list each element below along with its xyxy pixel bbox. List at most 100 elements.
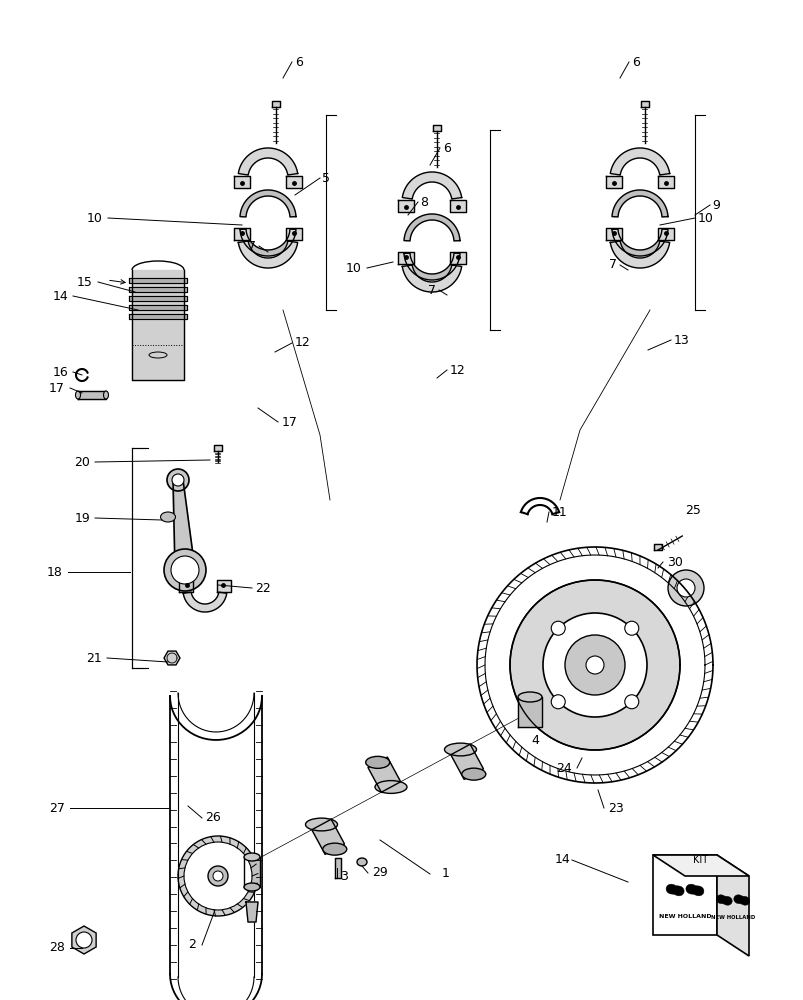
Polygon shape <box>271 101 279 107</box>
Text: KIT: KIT <box>692 855 707 865</box>
Text: 5: 5 <box>321 172 329 185</box>
Polygon shape <box>715 895 732 905</box>
Text: 7: 7 <box>247 239 255 252</box>
Text: 7: 7 <box>427 284 435 296</box>
Polygon shape <box>214 445 222 451</box>
Polygon shape <box>716 855 748 956</box>
Polygon shape <box>128 287 187 292</box>
Text: 29: 29 <box>372 866 387 880</box>
Polygon shape <box>611 229 667 256</box>
Polygon shape <box>397 200 414 212</box>
Ellipse shape <box>164 549 206 591</box>
Ellipse shape <box>172 474 184 486</box>
Ellipse shape <box>167 469 189 491</box>
Polygon shape <box>397 252 414 264</box>
Text: 3: 3 <box>340 870 348 884</box>
Text: 30: 30 <box>666 556 682 568</box>
Ellipse shape <box>75 391 80 399</box>
Circle shape <box>208 866 228 886</box>
Circle shape <box>624 621 638 635</box>
Circle shape <box>667 570 703 606</box>
Polygon shape <box>128 305 187 310</box>
Polygon shape <box>609 241 669 268</box>
Ellipse shape <box>565 635 624 695</box>
Polygon shape <box>657 176 673 188</box>
Text: 10: 10 <box>87 212 103 225</box>
Ellipse shape <box>461 768 485 780</box>
Polygon shape <box>605 176 622 188</box>
Polygon shape <box>286 176 302 188</box>
Polygon shape <box>234 176 250 188</box>
Ellipse shape <box>322 843 346 855</box>
Ellipse shape <box>365 756 389 768</box>
Polygon shape <box>78 391 106 399</box>
Polygon shape <box>517 697 541 727</box>
Text: 21: 21 <box>86 652 102 664</box>
Ellipse shape <box>444 743 476 756</box>
Text: 12: 12 <box>295 336 311 350</box>
Polygon shape <box>609 148 669 175</box>
Circle shape <box>624 695 638 709</box>
Text: 2: 2 <box>188 938 196 951</box>
Ellipse shape <box>104 391 108 399</box>
Text: 6: 6 <box>631 56 639 69</box>
Ellipse shape <box>161 512 175 522</box>
Text: 12: 12 <box>450 363 465 376</box>
Polygon shape <box>128 314 187 319</box>
Text: NEW HOLLAND: NEW HOLLAND <box>710 915 754 920</box>
Text: 18: 18 <box>47 566 63 578</box>
Polygon shape <box>402 265 461 292</box>
Ellipse shape <box>243 883 259 891</box>
Text: 24: 24 <box>556 762 571 774</box>
Text: 7: 7 <box>608 258 616 271</box>
Polygon shape <box>652 855 716 935</box>
Polygon shape <box>238 241 297 268</box>
Polygon shape <box>404 253 459 280</box>
Circle shape <box>177 836 258 916</box>
Circle shape <box>551 695 565 709</box>
Text: 22: 22 <box>255 582 271 594</box>
Ellipse shape <box>305 818 337 831</box>
Circle shape <box>213 871 222 881</box>
Polygon shape <box>733 895 749 905</box>
Polygon shape <box>173 480 194 571</box>
Polygon shape <box>286 228 302 240</box>
Polygon shape <box>605 228 622 240</box>
Text: 13: 13 <box>673 334 689 347</box>
Text: 19: 19 <box>74 512 90 524</box>
Polygon shape <box>234 228 250 240</box>
Text: 28: 28 <box>49 941 65 954</box>
Polygon shape <box>132 270 184 380</box>
Polygon shape <box>640 101 648 107</box>
Polygon shape <box>657 228 673 240</box>
Circle shape <box>551 621 565 635</box>
Ellipse shape <box>243 853 259 861</box>
Text: 6: 6 <box>295 56 303 69</box>
Polygon shape <box>246 902 258 922</box>
Polygon shape <box>128 278 187 283</box>
Polygon shape <box>368 757 400 792</box>
Polygon shape <box>611 190 667 217</box>
Text: 11: 11 <box>552 506 567 518</box>
Text: 10: 10 <box>697 212 713 225</box>
Polygon shape <box>243 857 259 887</box>
Text: 9: 9 <box>711 199 719 212</box>
Text: 17: 17 <box>282 416 297 428</box>
Polygon shape <box>179 580 193 592</box>
Text: 1: 1 <box>442 867 450 880</box>
Ellipse shape <box>357 858 366 866</box>
Polygon shape <box>433 125 441 131</box>
Text: 17: 17 <box>49 381 65 394</box>
Text: 15: 15 <box>77 275 93 288</box>
Polygon shape <box>312 819 344 854</box>
Ellipse shape <box>585 656 603 674</box>
Text: 14: 14 <box>553 853 569 866</box>
Text: 27: 27 <box>49 801 65 814</box>
Polygon shape <box>653 544 661 550</box>
Polygon shape <box>335 858 340 878</box>
Ellipse shape <box>374 781 406 793</box>
Text: NEW HOLLAND: NEW HOLLAND <box>658 914 711 919</box>
Polygon shape <box>128 296 187 301</box>
Text: 10: 10 <box>346 261 361 274</box>
Polygon shape <box>450 200 466 212</box>
